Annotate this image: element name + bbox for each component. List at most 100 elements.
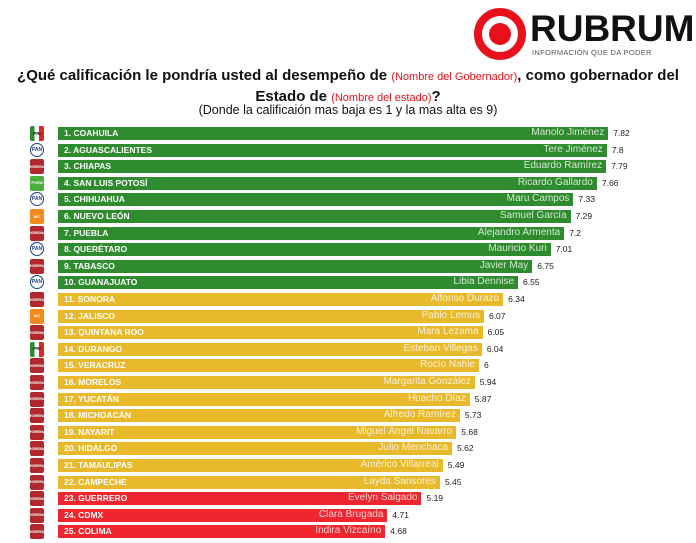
bar-governor-label: Rocío Nahle xyxy=(419,359,475,371)
bar-value-label: 5.62 xyxy=(457,443,474,454)
bar-value-label: 4.68 xyxy=(390,526,407,537)
bar-state-label: 16. MORELOS xyxy=(64,377,122,387)
title-part: ? xyxy=(431,88,441,105)
bar: 24. CDMX Clara Brugada xyxy=(58,508,388,522)
bar-value-label: 5.87 xyxy=(474,393,492,404)
title-placeholder-governor: (Nombre del Gobernador) xyxy=(391,71,518,83)
bar-state-label: 6. NUEVO LEÓN xyxy=(64,211,130,221)
bar-state-label: 15. VERACRUZ xyxy=(64,360,126,371)
bar: 6. NUEVO LEÓN Samuel García xyxy=(58,210,571,223)
bar: 25. COLIMA Indira Vizcaíno xyxy=(58,525,386,539)
bar-state-label: 9. TABASCO xyxy=(64,260,115,271)
bar-value-label: 7.8 xyxy=(611,144,624,155)
bar-value-label: 6.55 xyxy=(523,277,540,288)
bar-state-label: 23. GUERRERO xyxy=(64,493,128,504)
target-logo-dot xyxy=(489,23,511,45)
pan-party-icon: PAN xyxy=(30,142,44,157)
bar-value-label: 7.33 xyxy=(578,194,595,205)
bar-state-label: 19. NAYARIT xyxy=(64,426,115,437)
bar: 8. QUERÉTARO Mauricio Kuri xyxy=(58,243,551,257)
bar: 12. JALISCO Pablo Lemus xyxy=(58,309,484,323)
bar-state-label: 2. AGUASCALIENTES xyxy=(64,144,153,155)
bar-governor-label: Alfonso Durazo xyxy=(430,293,500,304)
morena-party-icon: MORENA xyxy=(30,358,44,374)
bar-state-label: 14. DURANGO xyxy=(64,343,123,354)
target-logo-icon xyxy=(474,8,526,60)
party-label: PRI xyxy=(33,130,41,136)
bar-governor-label: Alejandro Armenta xyxy=(477,226,561,238)
party-label: MORENA xyxy=(30,329,44,335)
bar-governor-label: Huacho Díaz xyxy=(407,392,466,404)
bar-governor-label: Eduardo Ramírez xyxy=(523,160,603,172)
bar-governor-label: Julio Menchaca xyxy=(378,442,449,454)
bar-governor-label: Esteban Villegas xyxy=(403,342,478,354)
bar-governor-label: Tere Jiménez xyxy=(543,143,603,155)
party-label: PVEM xyxy=(31,180,43,186)
bar: 7. PUEBLA Alejandro Armenta xyxy=(58,226,565,240)
pvem-party-icon: PVEM xyxy=(30,175,44,191)
bar-value-label: 5.73 xyxy=(464,410,482,421)
party-label: MORENA xyxy=(30,379,44,385)
bar-value-label: 4.71 xyxy=(392,509,409,520)
bar-value-label: 5.19 xyxy=(426,493,444,504)
bar: 18. MICHOACÁN Alfredo Ramírez xyxy=(58,409,460,423)
bar: 19. NAYARIT Miguel Ángel Navarro xyxy=(58,425,457,439)
bar: 5. CHIHUAHUA Maru Campos xyxy=(58,193,574,207)
bar: 17. YUCATÁN Huacho Díaz xyxy=(58,392,470,406)
bar-governor-label: Evelyn Salgado xyxy=(347,492,418,504)
bar: 10. GUANAJUATO Libia Dennise xyxy=(58,276,519,290)
party-label: PRI xyxy=(33,346,41,352)
bar-governor-label: Maru Campos xyxy=(506,193,570,205)
bar: 11. SONORA Alfonso Durazo xyxy=(58,293,504,306)
morena-party-icon: MORENA xyxy=(30,524,44,540)
pan-party-icon: PAN xyxy=(30,242,44,257)
bar-state-label: 7. PUEBLA xyxy=(64,227,109,238)
morena-party-icon: MORENA xyxy=(30,375,44,390)
bar-state-label: 21. TAMAULIPAS xyxy=(64,460,133,470)
morena-party-icon: MORENA xyxy=(30,408,44,424)
bar-governor-label: Margarita González xyxy=(383,376,471,387)
bar-governor-label: Mara Lezama xyxy=(417,326,479,338)
bar-state-label: 4. SAN LUIS POTOSÍ xyxy=(64,177,148,188)
title-placeholder-state: (Nombre del estado) xyxy=(331,92,432,104)
bar-state-label: 1. COAHUILA xyxy=(64,128,119,138)
morena-party-icon: MORENA xyxy=(30,424,44,440)
morena-party-icon: MORENA xyxy=(30,292,44,307)
bar-state-label: 5. CHIHUAHUA xyxy=(64,194,125,205)
bar: 4. SAN LUIS POTOSÍ Ricardo Gallardo xyxy=(58,176,597,190)
bar-value-label: 7.29 xyxy=(575,211,593,221)
bar-value-label: 6 xyxy=(484,360,489,371)
bar-governor-label: Clara Brugada xyxy=(318,508,384,520)
bar-state-label: 11. SONORA xyxy=(64,294,116,304)
bar-value-label: 5.68 xyxy=(461,426,478,437)
title-part: ¿Qué calificación le pondría usted al de… xyxy=(17,67,392,84)
bar: 15. VERACRUZ Rocío Nahle xyxy=(58,359,479,373)
bar-governor-label: Indira Vizcaíno xyxy=(315,525,382,537)
bar-governor-label: Américo Villarreal xyxy=(360,459,439,470)
bar-state-label: 20. HIDALGO xyxy=(64,443,118,454)
bar-state-label: 24. CDMX xyxy=(64,509,104,520)
bar-governor-label: Mauricio Kuri xyxy=(488,243,547,255)
pan-party-icon: PAN xyxy=(30,275,44,290)
bar: 21. TAMAULIPAS Américo Villarreal xyxy=(58,459,443,472)
pan-party-icon: PAN xyxy=(30,192,44,207)
bar-value-label: 6.34 xyxy=(508,294,525,304)
morena-party-icon: MORENA xyxy=(30,258,44,274)
bar-governor-label: Alfredo Ramírez xyxy=(383,409,456,421)
bar: 2. AGUASCALIENTES Tere Jiménez xyxy=(58,143,607,157)
bar-value-label: 7.79 xyxy=(611,161,628,172)
morena-party-icon: MORENA xyxy=(30,491,44,507)
party-label: PAN xyxy=(31,246,43,253)
bar-value-label: 6.07 xyxy=(488,310,506,321)
pri-party-icon: PRI xyxy=(30,341,44,357)
bar-state-label: 18. MICHOACÁN xyxy=(64,410,132,421)
bar-governor-label: Manolo Jiménez xyxy=(531,127,605,138)
bar-governor-label: Pablo Lemus xyxy=(421,309,480,321)
party-label: MORENA xyxy=(30,495,44,501)
party-label: PAN xyxy=(31,196,43,203)
party-label: MORENA xyxy=(30,163,44,169)
bar-governor-label: Ricardo Gallardo xyxy=(517,176,593,188)
morena-party-icon: MORENA xyxy=(30,441,44,457)
bar-governor-label: Javier May xyxy=(479,259,529,271)
bar-state-label: 17. YUCATÁN xyxy=(64,393,119,404)
